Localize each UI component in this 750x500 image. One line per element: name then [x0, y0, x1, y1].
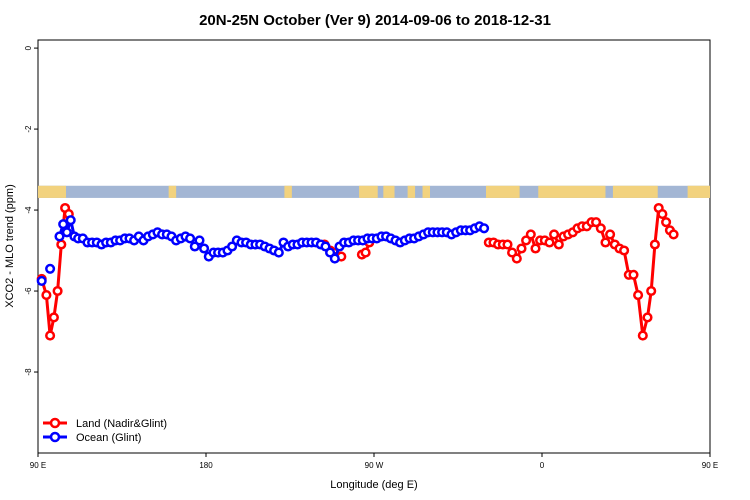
map-land-segment	[284, 185, 292, 198]
series-point-0	[553, 239, 564, 250]
series-point-0	[516, 243, 527, 254]
series-point-0	[530, 243, 541, 254]
series-point-0	[649, 239, 660, 250]
x-axis-label: Longitude (deg E)	[330, 479, 417, 491]
series-point-0	[661, 217, 672, 228]
x-tick-label: 0	[540, 461, 545, 470]
series-point-0	[45, 330, 56, 341]
series-point-1	[185, 233, 196, 244]
series-point-0	[646, 285, 657, 297]
series-point-1	[194, 235, 205, 246]
map-land-segment	[168, 185, 177, 198]
map-land-segment	[486, 185, 520, 198]
x-tick-label: 180	[199, 461, 213, 470]
map-land-segment	[422, 185, 430, 198]
y-tick-label: -8	[24, 368, 33, 376]
series-point-0	[642, 312, 653, 323]
series-point-0	[511, 253, 522, 264]
series-point-1	[479, 223, 490, 234]
series-layer	[36, 202, 679, 341]
y-axis-label: XCO2 - MLO trend (ppm)	[4, 184, 16, 307]
series-point-0	[637, 330, 648, 341]
x-axis: 90 E 180 90 W 0 90 E	[30, 453, 718, 470]
map-land-segment	[687, 185, 710, 198]
map-strip	[38, 185, 710, 198]
x-tick-label: 90 E	[30, 461, 46, 470]
series-point-0	[668, 229, 679, 240]
series-point-0	[657, 209, 668, 220]
series-point-0	[41, 290, 52, 301]
series-point-1	[54, 231, 65, 242]
series-point-0	[633, 290, 644, 301]
series-point-0	[544, 237, 555, 248]
chart-title: 20N-25N October (Ver 9) 2014-09-06 to 20…	[199, 12, 551, 29]
series-point-1	[199, 243, 210, 254]
y-axis: 0 -2 -4 -6 -8	[24, 45, 38, 376]
y-tick-label: 0	[24, 45, 33, 50]
series-point-0	[525, 229, 536, 240]
map-land-segment	[359, 185, 378, 198]
series-point-0	[48, 312, 59, 323]
series-point-0	[52, 285, 63, 297]
y-tick-label: -4	[24, 206, 33, 214]
series-point-1	[61, 227, 72, 238]
x-tick-label: 90 W	[365, 461, 384, 470]
map-land-segment	[612, 185, 658, 198]
y-tick-label: -2	[24, 125, 33, 133]
map-land-segment	[538, 185, 606, 198]
legend-land-label: Land (Nadir&Glint)	[76, 418, 167, 430]
map-land-segment	[407, 185, 416, 198]
series-point-1	[58, 219, 69, 230]
series-point-0	[628, 269, 639, 280]
series-point-0	[595, 223, 606, 234]
map-land-segment	[383, 185, 395, 198]
series-point-1	[36, 275, 47, 286]
series-point-1	[65, 215, 76, 226]
legend: Land (Nadir&Glint) Ocean (Glint)	[43, 417, 167, 444]
series-point-0	[605, 229, 616, 240]
y-tick-label: -6	[24, 287, 33, 295]
plot-frame	[37, 39, 711, 454]
series-point-0	[56, 239, 67, 250]
series-point-0	[619, 245, 630, 256]
series-point-0	[600, 237, 611, 248]
series-point-0	[549, 229, 560, 240]
map-land-segment	[38, 185, 66, 198]
legend-land-marker	[49, 417, 61, 429]
legend-ocean-label: Ocean (Glint)	[76, 432, 141, 444]
series-point-1	[273, 247, 284, 258]
series-point-1	[329, 253, 340, 264]
series-point-1	[45, 263, 56, 274]
series-point-0	[502, 239, 513, 250]
legend-ocean-marker	[49, 431, 61, 443]
series-point-0	[360, 247, 371, 258]
x-tick-label: 90 E	[702, 461, 718, 470]
